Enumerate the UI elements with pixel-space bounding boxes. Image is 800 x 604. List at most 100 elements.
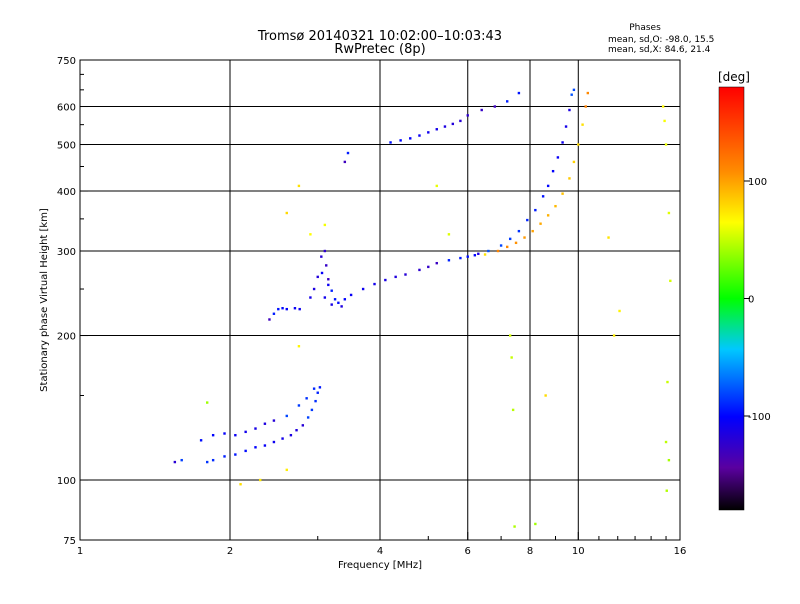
data-point <box>281 437 284 440</box>
data-point <box>664 143 668 146</box>
data-point <box>418 134 421 137</box>
data-point <box>526 218 529 222</box>
data-point <box>586 91 590 95</box>
data-point <box>669 279 672 283</box>
colorbar-ticks: -100 0 100 <box>744 177 771 423</box>
x-tick-label: 10 <box>572 546 585 557</box>
data-point <box>427 131 430 134</box>
colorbar-tick-label: 0 <box>748 295 754 306</box>
data-point <box>435 261 438 265</box>
data-point <box>285 468 288 472</box>
data-point <box>480 108 483 112</box>
data-point <box>340 305 343 308</box>
data-point <box>173 460 177 464</box>
data-point <box>320 255 323 258</box>
y-axis-ticks: 75 100 200 300 400 500 600 750 <box>57 56 88 547</box>
data-point <box>556 156 560 159</box>
data-point <box>285 307 288 311</box>
data-point <box>263 422 267 425</box>
data-point <box>517 229 521 233</box>
data-point <box>584 105 587 108</box>
data-point <box>483 253 487 256</box>
data-point <box>297 345 301 348</box>
data-point <box>298 307 301 311</box>
data-point <box>539 222 542 225</box>
data-point <box>234 433 237 437</box>
data-point <box>499 244 503 247</box>
data-point <box>443 125 447 128</box>
x-axis-ticks: 1 2 4 6 8 10 16 <box>77 532 687 557</box>
phases-stats-title: Phases <box>629 23 661 33</box>
data-point <box>289 433 293 437</box>
chart-subtitle: RwPretec (8p) <box>334 42 425 57</box>
y-tick-label: 400 <box>57 187 76 198</box>
data-point <box>551 169 555 173</box>
data-point <box>337 301 340 305</box>
data-point <box>244 430 247 434</box>
data-point <box>435 184 438 188</box>
data-point <box>244 449 247 453</box>
data-point <box>349 293 353 297</box>
data-point <box>309 296 312 299</box>
data-point <box>312 287 316 291</box>
y-tick-label: 100 <box>57 476 76 487</box>
y-tick-label: 500 <box>57 141 76 152</box>
data-point <box>301 424 305 427</box>
data-point <box>561 192 564 195</box>
data-point <box>205 460 209 464</box>
data-point <box>305 397 308 400</box>
data-point <box>514 241 518 245</box>
data-point <box>570 93 573 96</box>
data-point <box>399 139 402 142</box>
data-point <box>293 307 297 310</box>
data-point <box>466 114 469 117</box>
chart-title: Tromsø 20140321 10:02:00–10:03:43 <box>257 29 502 44</box>
data-point <box>568 177 571 180</box>
data-point <box>661 105 665 108</box>
data-point <box>309 233 312 236</box>
data-point <box>493 105 497 108</box>
data-point <box>306 416 310 419</box>
data-point <box>346 151 350 155</box>
data-point <box>667 211 671 215</box>
data-point <box>297 184 301 188</box>
data-point <box>323 223 327 227</box>
data-point <box>664 440 668 444</box>
grid-lines <box>80 60 680 540</box>
data-point <box>223 432 226 435</box>
data-point <box>254 427 257 430</box>
data-point <box>581 123 584 126</box>
data-point <box>451 122 455 126</box>
data-point <box>546 214 550 217</box>
data-point <box>254 446 257 449</box>
data-point <box>199 439 203 442</box>
data-point <box>496 249 500 253</box>
data-point <box>459 119 462 123</box>
data-point <box>384 278 387 282</box>
x-tick-label: 16 <box>674 546 687 557</box>
data-point <box>343 298 347 301</box>
data-point <box>510 356 513 359</box>
data-point <box>312 387 316 390</box>
data-point <box>263 444 267 447</box>
data-point <box>234 453 237 456</box>
data-point <box>435 128 438 131</box>
data-point <box>295 429 298 432</box>
data-point <box>544 394 547 397</box>
data-point <box>389 141 392 144</box>
data-point <box>473 254 477 257</box>
x-tick-label: 1 <box>77 546 83 557</box>
data-point <box>477 252 480 256</box>
data-point <box>618 309 621 313</box>
y-axis-label: Stationary phase Virtual Height [km] <box>39 208 50 392</box>
data-point <box>513 525 516 528</box>
data-point <box>554 204 557 208</box>
data-point <box>272 440 276 444</box>
data-point <box>323 249 327 253</box>
data-point <box>572 88 576 92</box>
x-tick-label: 8 <box>527 546 533 557</box>
data-point <box>211 458 215 462</box>
data-point <box>361 287 365 291</box>
data-point <box>508 237 512 241</box>
